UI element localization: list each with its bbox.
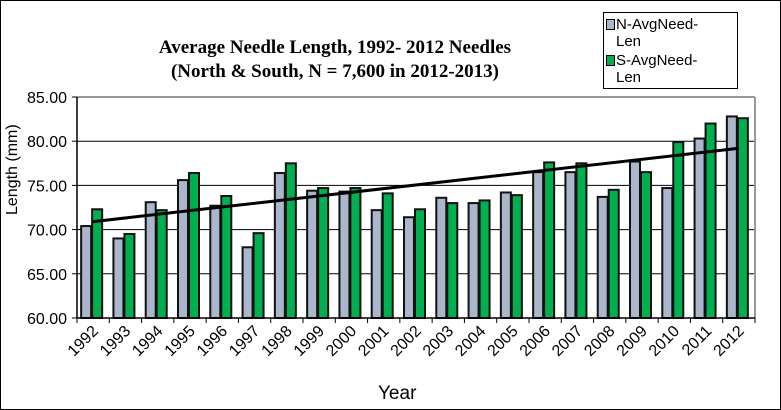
x-tick-label: 2006 — [517, 323, 554, 360]
y-tick-label: 70.00 — [27, 223, 67, 240]
x-tick-label: 1992 — [65, 323, 102, 360]
bar-north-2007 — [564, 171, 577, 319]
x-tick-label: 2003 — [420, 323, 457, 360]
x-tick-label: 2009 — [614, 323, 651, 360]
bar-south-2010 — [672, 141, 685, 319]
chart-subtitle: (North & South, N = 7,600 in 2012-2013) — [170, 61, 500, 82]
bar-north-2008 — [596, 195, 609, 319]
y-tick-label: 60.00 — [27, 311, 67, 328]
x-tick-label: 1994 — [129, 323, 166, 360]
bar-north-1999 — [306, 189, 319, 319]
y-tick-label: 85.00 — [27, 90, 67, 107]
y-tick-label: 80.00 — [27, 134, 67, 151]
bar-south-2005 — [510, 194, 523, 319]
bar-north-2010 — [661, 187, 674, 319]
bar-south-1999 — [317, 187, 330, 319]
bar-south-2002 — [414, 208, 426, 320]
legend-item-south: S-AvgNeed- Len — [606, 52, 734, 86]
x-tick-label: 1999 — [291, 323, 328, 360]
bar-south-2001 — [381, 192, 394, 319]
bar-south-2008 — [607, 188, 620, 319]
axes — [72, 96, 756, 323]
bar-north-2003 — [435, 196, 448, 319]
bar-north-1993 — [112, 237, 125, 319]
x-axis-label: Year — [378, 383, 417, 404]
bar-south-1992 — [91, 208, 104, 320]
bar-north-2012 — [725, 115, 738, 319]
x-tick-label: 2000 — [323, 323, 360, 360]
legend-item-north: N-AvgNeed- Len — [606, 16, 734, 50]
y-tick-label: 65.00 — [27, 267, 67, 284]
x-tick-label: 2001 — [355, 323, 392, 360]
y-tick-label: 75.00 — [27, 178, 67, 195]
bar-north-1992 — [80, 225, 93, 319]
bar-south-2007 — [575, 162, 588, 319]
x-tick-label: 1996 — [194, 323, 231, 360]
chart-title: Average Needle Length, 1992- 2012 Needle… — [158, 37, 512, 58]
trendline-group — [92, 146, 740, 224]
bar-north-2009 — [629, 160, 641, 319]
x-tick-label: 2002 — [388, 323, 425, 360]
x-tick-label: 2005 — [484, 323, 521, 360]
bar-south-1994 — [155, 209, 168, 319]
bar-north-2006 — [532, 171, 545, 319]
x-tick-label: 1995 — [162, 323, 199, 360]
x-tick-label: 1993 — [97, 323, 134, 360]
x-tick-label: 1998 — [258, 323, 295, 360]
legend-label-south-2: Len — [616, 69, 642, 86]
bar-north-2004 — [467, 202, 480, 319]
bar-north-1998 — [273, 172, 286, 319]
bar-south-1997 — [252, 232, 265, 319]
x-tick-label: 2004 — [452, 323, 489, 360]
legend: N-AvgNeed- Len S-AvgNeed- Len — [603, 12, 738, 89]
bar-north-1994 — [144, 201, 157, 319]
bar-north-1996 — [209, 204, 222, 319]
legend-swatch-north — [606, 19, 615, 30]
legend-label-north-2: Len — [616, 33, 642, 50]
bar-south-2003 — [446, 202, 459, 319]
bar-south-2004 — [478, 199, 491, 319]
bar-north-1995 — [177, 179, 189, 319]
bar-south-2009 — [640, 171, 652, 319]
x-tick-label: 1997 — [226, 323, 263, 360]
bar-north-2002 — [403, 216, 415, 319]
bar-north-2005 — [499, 191, 512, 319]
bar-south-2012 — [736, 117, 749, 319]
legend-label-north-1: N-AvgNeed- — [616, 16, 699, 33]
bar-north-2000 — [338, 190, 351, 319]
bar-north-1997 — [241, 246, 254, 319]
legend-label-south-1: S-AvgNeed- — [616, 52, 698, 69]
y-tick-labels: 60.00 65.00 70.00 75.00 80.00 85.00 — [27, 90, 67, 328]
x-tick-labels: 1992199319941995199619971998199920002001… — [65, 323, 748, 360]
bar-south-1995 — [188, 172, 200, 319]
legend-swatch-south — [606, 55, 615, 66]
x-tick-label: 2008 — [581, 323, 618, 360]
x-tick-label: 2007 — [549, 323, 586, 360]
bar-south-1993 — [123, 233, 136, 320]
bar-south-2000 — [349, 187, 362, 319]
x-tick-label: 2010 — [646, 323, 683, 360]
x-tick-label: 2011 — [679, 323, 715, 359]
bar-north-2011 — [693, 137, 706, 319]
bar-south-1998 — [284, 162, 297, 319]
bar-north-2001 — [370, 209, 383, 319]
bar-south-1996 — [220, 195, 233, 319]
trendline — [92, 146, 740, 224]
x-tick-label: 2012 — [710, 323, 747, 360]
bar-south-2006 — [543, 161, 556, 319]
bars — [80, 115, 749, 320]
y-axis-label: Length (mm) — [4, 124, 21, 215]
